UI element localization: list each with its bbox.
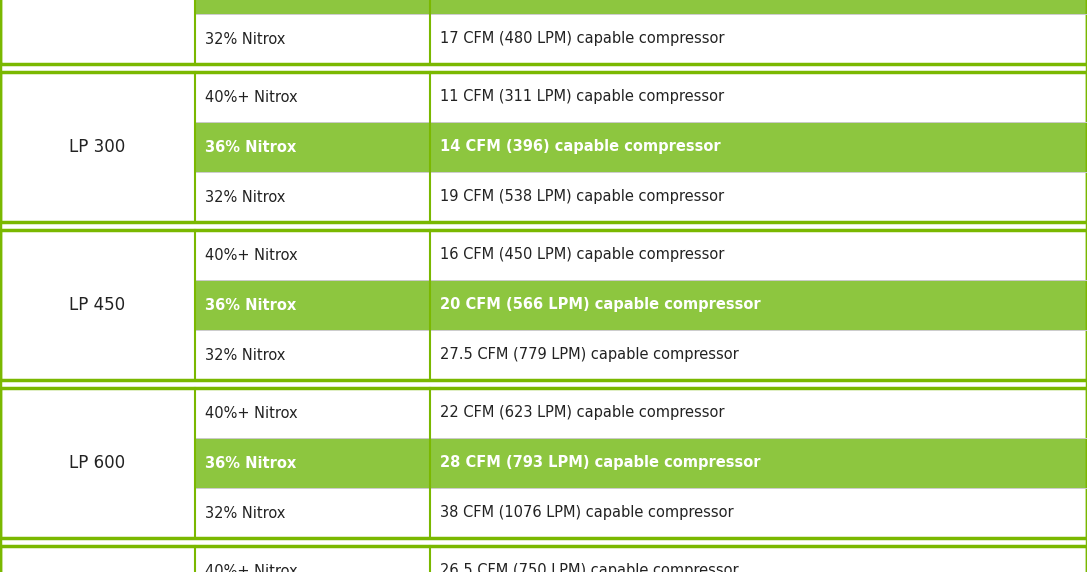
Bar <box>0 230 1087 380</box>
Bar <box>430 438 1087 488</box>
Text: 40%+ Nitrox: 40%+ Nitrox <box>205 563 298 572</box>
Bar <box>195 0 430 14</box>
Bar <box>0 72 1087 222</box>
Text: 32% Nitrox: 32% Nitrox <box>205 31 286 46</box>
Bar <box>0 0 1087 64</box>
Bar <box>195 14 430 64</box>
Bar <box>0 388 1087 538</box>
Bar <box>430 388 1087 438</box>
Bar <box>195 172 430 222</box>
Text: 28 CFM (793 LPM) capable compressor: 28 CFM (793 LPM) capable compressor <box>440 455 761 471</box>
Bar <box>0 0 195 64</box>
Bar <box>195 280 430 330</box>
Text: LP 600: LP 600 <box>70 454 126 472</box>
Bar <box>430 0 1087 14</box>
Bar <box>195 330 430 380</box>
Text: 19 CFM (538 LPM) capable compressor: 19 CFM (538 LPM) capable compressor <box>440 189 724 205</box>
Text: 20 CFM (566 LPM) capable compressor: 20 CFM (566 LPM) capable compressor <box>440 297 761 312</box>
Bar <box>430 280 1087 330</box>
Bar <box>430 230 1087 280</box>
Bar <box>430 122 1087 172</box>
Text: 36% Nitrox: 36% Nitrox <box>205 297 297 312</box>
Bar <box>195 72 430 122</box>
Bar <box>430 546 1087 572</box>
Text: 27.5 CFM (779 LPM) capable compressor: 27.5 CFM (779 LPM) capable compressor <box>440 348 739 363</box>
Bar <box>195 438 430 488</box>
Text: 17 CFM (480 LPM) capable compressor: 17 CFM (480 LPM) capable compressor <box>440 31 725 46</box>
Text: LP 450: LP 450 <box>70 296 126 314</box>
Bar <box>0 72 195 222</box>
Text: 11 CFM (311 LPM) capable compressor: 11 CFM (311 LPM) capable compressor <box>440 89 724 105</box>
Text: 22 CFM (623 LPM) capable compressor: 22 CFM (623 LPM) capable compressor <box>440 406 725 420</box>
Text: 32% Nitrox: 32% Nitrox <box>205 506 286 521</box>
Text: 40%+ Nitrox: 40%+ Nitrox <box>205 89 298 105</box>
Text: 16 CFM (450 LPM) capable compressor: 16 CFM (450 LPM) capable compressor <box>440 248 724 263</box>
Bar <box>0 230 195 380</box>
Bar <box>195 230 430 280</box>
Bar <box>430 172 1087 222</box>
Bar <box>0 546 1087 572</box>
Text: 32% Nitrox: 32% Nitrox <box>205 348 286 363</box>
Text: 32% Nitrox: 32% Nitrox <box>205 189 286 205</box>
Text: 36% Nitrox: 36% Nitrox <box>205 140 297 154</box>
Bar <box>195 122 430 172</box>
Bar <box>430 14 1087 64</box>
Bar <box>195 488 430 538</box>
Bar <box>195 546 430 572</box>
Text: 40%+ Nitrox: 40%+ Nitrox <box>205 248 298 263</box>
Text: 40%+ Nitrox: 40%+ Nitrox <box>205 406 298 420</box>
Text: LP 300: LP 300 <box>70 138 126 156</box>
Text: 26.5 CFM (750 LPM) capable compressor: 26.5 CFM (750 LPM) capable compressor <box>440 563 739 572</box>
Bar <box>430 330 1087 380</box>
Bar <box>0 388 195 538</box>
Bar <box>430 72 1087 122</box>
Text: 14 CFM (396) capable compressor: 14 CFM (396) capable compressor <box>440 140 721 154</box>
Bar <box>0 546 195 572</box>
Text: 36% Nitrox: 36% Nitrox <box>205 455 297 471</box>
Text: 38 CFM (1076 LPM) capable compressor: 38 CFM (1076 LPM) capable compressor <box>440 506 734 521</box>
Bar <box>430 488 1087 538</box>
Bar <box>195 388 430 438</box>
